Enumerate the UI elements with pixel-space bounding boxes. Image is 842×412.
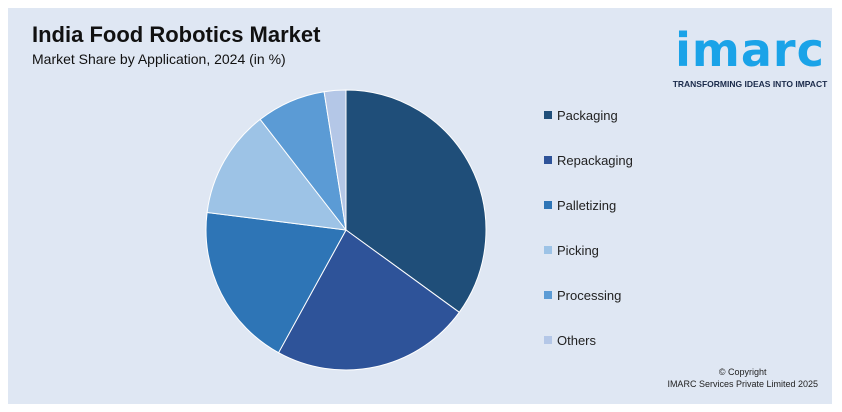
pie-slice-repackaging <box>277 229 460 371</box>
legend-label: Processing <box>557 288 622 303</box>
legend-item-palletizing: Palletizing <box>544 198 616 214</box>
legend-item-picking: Picking <box>544 243 599 259</box>
copyright-label: © Copyright <box>718 367 767 377</box>
legend-item-repackaging: Repackaging <box>544 153 633 169</box>
chart-title: India Food Robotics Market <box>32 22 321 47</box>
logo-tagline: TRANSFORMING IDEAS INTO IMPACT <box>672 79 828 89</box>
legend-swatch <box>544 336 552 344</box>
copyright-notice: © Copyright IMARC Services Private Limit… <box>667 366 818 390</box>
chart-subtitle: Market Share by Application, 2024 (in %) <box>32 51 286 67</box>
legend-item-others: Others <box>544 333 596 349</box>
legend-label: Repackaging <box>557 153 633 168</box>
pie-svg <box>205 89 487 371</box>
logo-wordmark: imarc <box>675 23 825 77</box>
legend-label: Packaging <box>557 108 618 123</box>
legend-label: Others <box>557 333 597 348</box>
legend-item-packaging: Packaging <box>544 108 618 124</box>
chart-frame: India Food Robotics Market Market Share … <box>8 8 832 404</box>
pie-slice-picking <box>206 118 348 231</box>
imarc-logo: imarc TRANSFORMING IDEAS INTO IMPACT <box>668 18 832 90</box>
legend-label: Picking <box>557 243 599 258</box>
legend-swatch <box>544 201 552 209</box>
pie-slice-others <box>323 89 347 231</box>
pie-chart <box>196 80 496 380</box>
legend-label: Palletizing <box>557 198 617 213</box>
legend-swatch <box>544 156 552 164</box>
pie-slice-packaging <box>345 89 487 313</box>
legend-swatch <box>544 246 552 254</box>
copyright-company: IMARC Services Private Limited 2025 <box>667 379 818 389</box>
pie-slice-palletizing <box>205 211 347 354</box>
legend-item-processing: Processing <box>544 288 621 304</box>
legend-swatch <box>544 291 552 299</box>
legend-swatch <box>544 111 552 119</box>
